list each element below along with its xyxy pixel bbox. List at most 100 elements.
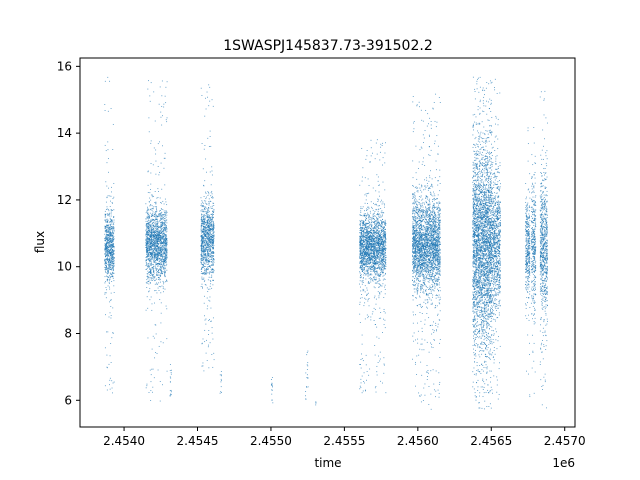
data-point	[307, 362, 309, 364]
data-point	[161, 248, 163, 250]
data-point	[210, 145, 212, 147]
data-point	[200, 242, 202, 244]
data-point	[154, 302, 155, 304]
data-point	[371, 236, 373, 238]
data-point	[205, 229, 207, 231]
data-point	[106, 242, 107, 244]
data-point	[155, 149, 157, 151]
data-point	[364, 389, 366, 391]
data-point	[364, 236, 366, 238]
data-point	[106, 162, 108, 164]
data-point	[363, 251, 365, 253]
data-point	[212, 225, 214, 226]
data-point	[205, 238, 207, 240]
data-point	[112, 239, 114, 241]
data-point	[162, 250, 163, 251]
data-point	[200, 254, 202, 256]
data-point	[201, 245, 203, 247]
data-point	[108, 243, 110, 245]
data-point	[207, 260, 209, 262]
data-point	[148, 279, 150, 281]
data-point	[112, 228, 114, 230]
data-point	[105, 261, 107, 263]
data-point	[113, 381, 115, 383]
data-point	[104, 243, 106, 245]
data-point	[204, 235, 206, 237]
data-point	[153, 245, 155, 247]
data-point	[373, 250, 375, 252]
data-point	[360, 265, 362, 266]
data-point	[165, 238, 167, 239]
data-point	[359, 239, 361, 241]
data-point	[164, 259, 166, 260]
data-point	[163, 232, 165, 234]
data-point	[207, 254, 209, 256]
data-point	[203, 260, 205, 262]
data-point	[213, 261, 215, 263]
data-point	[155, 324, 157, 326]
data-point	[164, 253, 165, 255]
data-point	[108, 213, 110, 215]
data-point	[204, 209, 206, 211]
data-point	[370, 231, 372, 233]
data-point	[150, 271, 152, 272]
data-point	[202, 219, 204, 220]
data-point	[162, 262, 164, 264]
data-point	[165, 235, 167, 237]
data-point	[270, 384, 272, 386]
data-point	[360, 242, 362, 244]
data-point	[112, 245, 114, 247]
data-point	[213, 359, 215, 361]
data-point	[378, 297, 380, 299]
data-point	[370, 259, 372, 261]
data-point	[109, 239, 111, 241]
data-point	[206, 232, 208, 234]
data-point	[374, 259, 376, 261]
data-point	[366, 241, 368, 243]
data-point	[107, 231, 109, 233]
data-point	[205, 248, 207, 250]
data-point	[158, 221, 160, 223]
data-point	[108, 244, 110, 246]
data-point	[152, 224, 154, 226]
data-point	[159, 263, 160, 265]
data-point	[205, 271, 207, 273]
data-point	[207, 211, 209, 213]
data-point	[374, 282, 376, 284]
data-point	[162, 224, 164, 226]
data-point	[208, 211, 210, 212]
data-point	[378, 256, 379, 258]
data-point	[213, 223, 215, 225]
data-point	[164, 261, 166, 262]
data-point	[208, 237, 210, 239]
data-point	[156, 251, 158, 253]
data-point	[147, 236, 148, 238]
data-point	[152, 233, 154, 235]
data-point	[145, 203, 147, 205]
data-point	[159, 260, 160, 262]
data-point	[220, 375, 222, 377]
data-point	[208, 207, 209, 208]
data-point	[148, 249, 150, 251]
data-point	[384, 243, 386, 245]
data-point	[159, 231, 161, 232]
data-point	[159, 254, 161, 256]
data-point	[105, 314, 106, 316]
data-point	[148, 223, 150, 225]
data-point	[203, 262, 205, 264]
data-point	[106, 227, 108, 229]
data-point	[147, 220, 148, 222]
data-point	[203, 218, 205, 220]
data-point	[161, 245, 163, 247]
data-point	[156, 224, 158, 226]
data-point	[150, 263, 152, 265]
data-point	[164, 244, 166, 245]
data-point	[156, 227, 158, 229]
data-point	[211, 251, 213, 253]
data-point	[112, 258, 114, 260]
data-point	[203, 233, 205, 235]
data-point	[152, 211, 154, 213]
data-point	[154, 227, 156, 229]
data-point	[106, 366, 108, 368]
data-point	[156, 242, 158, 243]
